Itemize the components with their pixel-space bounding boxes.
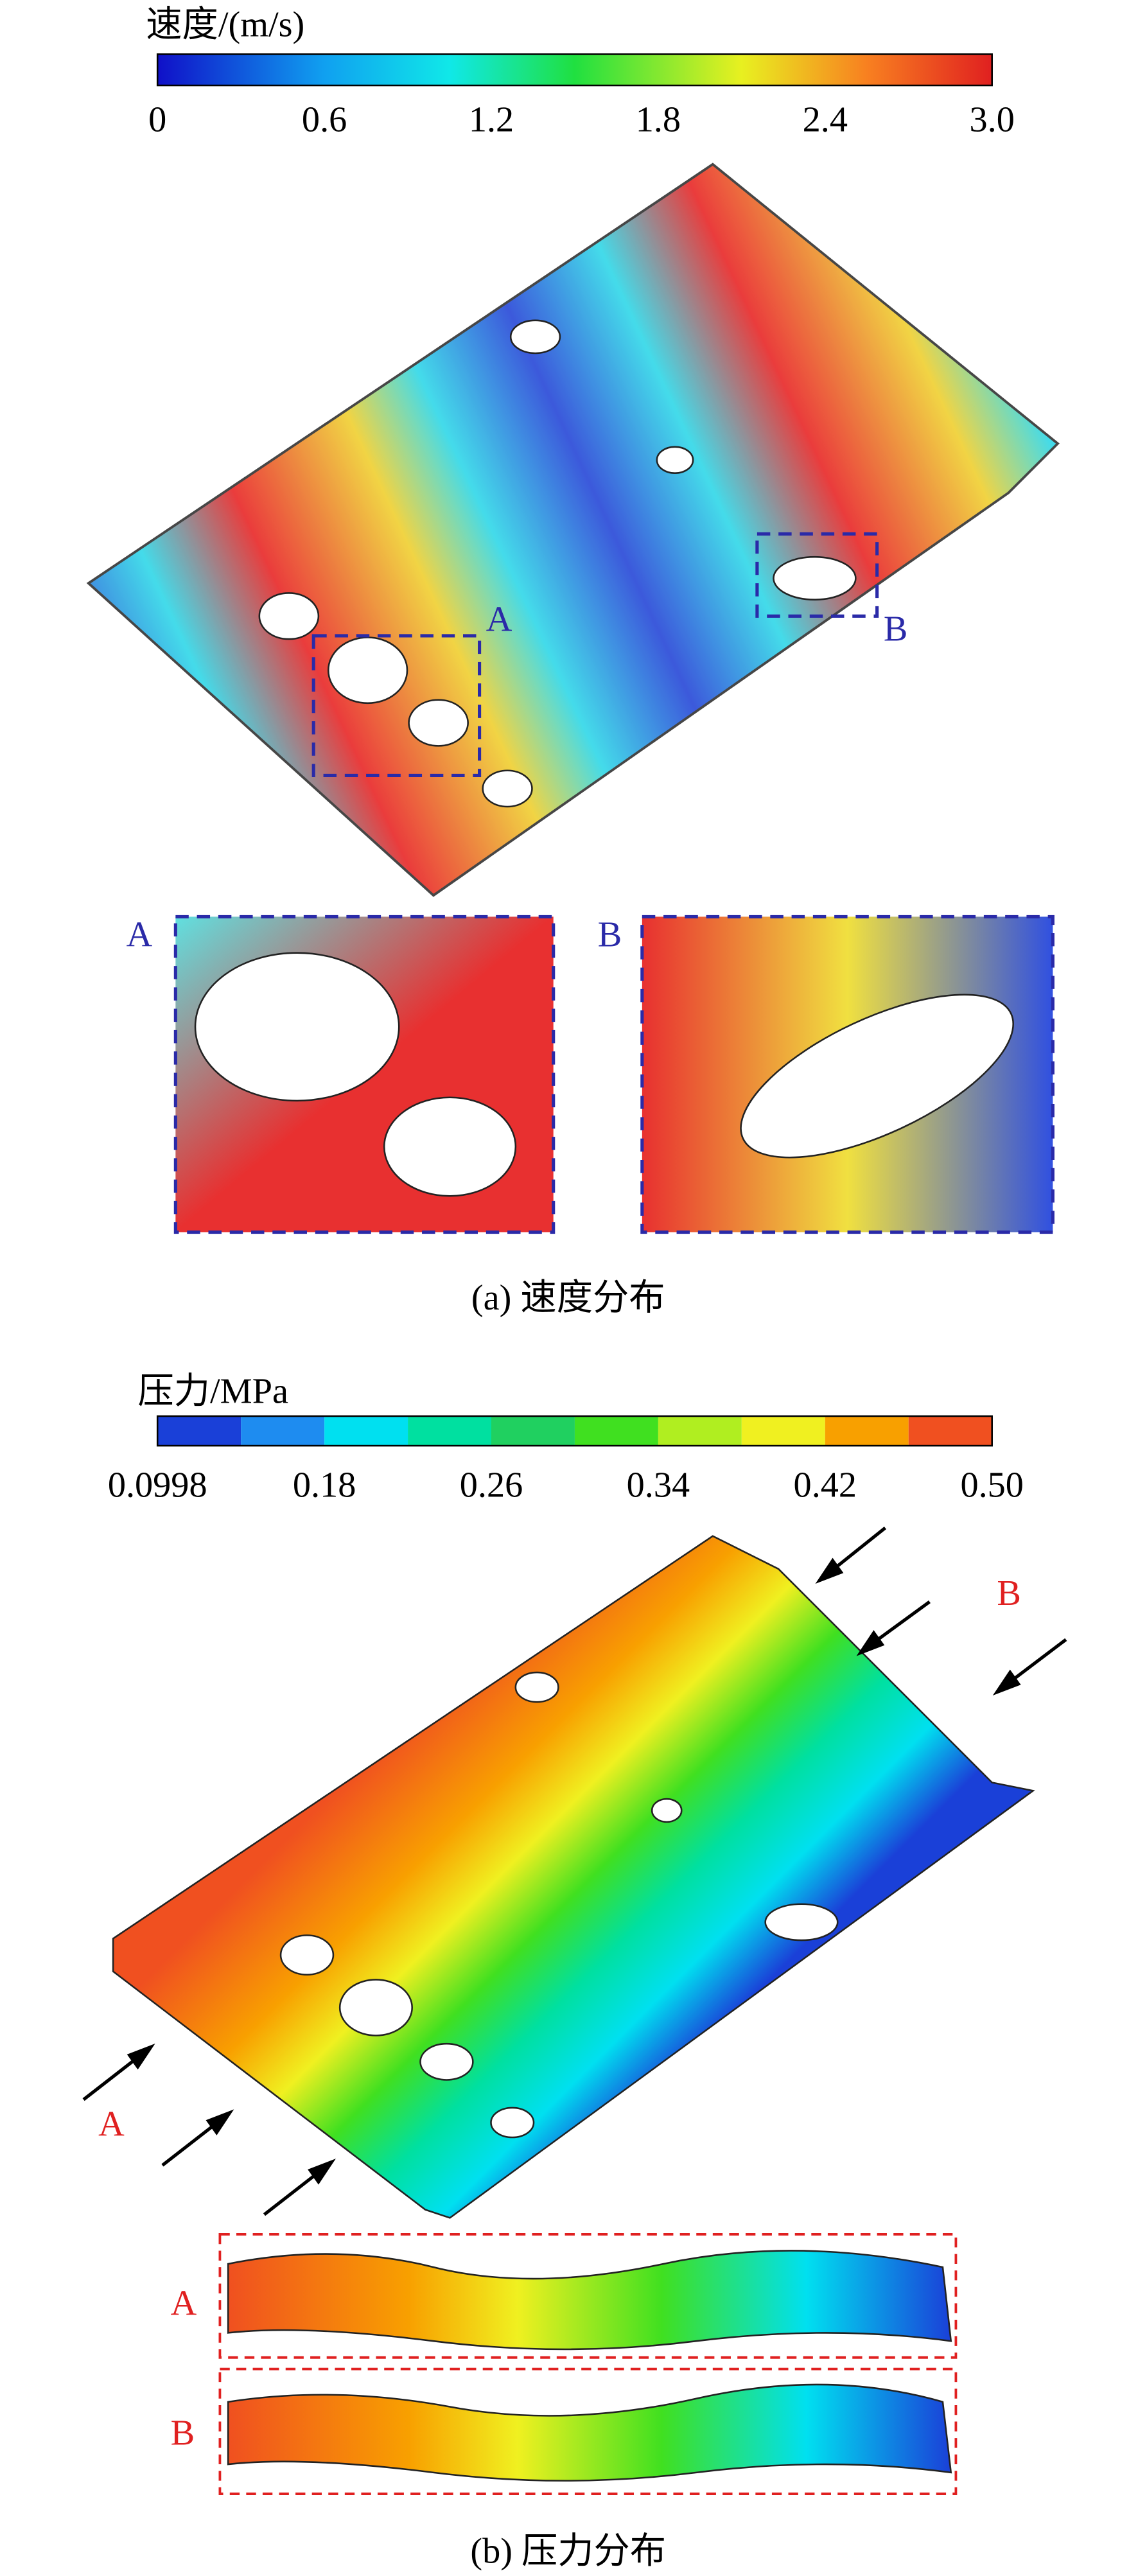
colorbar-tick-label: 0.6: [302, 100, 347, 140]
colorbar-tick-label: 0.34: [627, 1465, 690, 1505]
section-b: [227, 2383, 952, 2482]
holes: [279, 1671, 839, 2139]
inset-label: B: [171, 2413, 195, 2453]
colorbar-title: 压力/MPa: [138, 1372, 288, 1412]
pressure-plate: [112, 1535, 1035, 2219]
zoom-boxes: [311, 532, 879, 777]
marker: B: [884, 609, 908, 649]
colorbar-tick-label: 0.18: [293, 1465, 356, 1505]
colorbar-tick-label: 1.2: [469, 100, 514, 140]
colorbar-segment: [908, 1416, 992, 1446]
colorbar-segment: [408, 1416, 492, 1446]
colorbar-segment: [825, 1416, 909, 1446]
colorbar-segment: [741, 1416, 825, 1446]
holes: [258, 319, 857, 808]
section-a: [227, 2250, 952, 2351]
velocity-plate: [86, 162, 1060, 897]
colorbar-tick-label: 0.50: [960, 1465, 1023, 1505]
marker: A: [486, 599, 512, 639]
colorbar-tick-label: 2.4: [803, 100, 848, 140]
colorbar-tick-label: 0: [148, 100, 166, 140]
caption: (b) 压力分布: [470, 2532, 666, 2572]
colorbar-title: 速度/(m/s): [146, 4, 304, 44]
colorbar-tick-label: 1.8: [636, 100, 681, 140]
colorbar-segment: [241, 1416, 325, 1446]
marker: A: [98, 2104, 125, 2144]
colorbar-tick-label: 0.0998: [108, 1465, 207, 1505]
colorbar-tick-label: 0.26: [460, 1465, 523, 1505]
inset-label: A: [127, 915, 153, 954]
colorbar-segment: [658, 1416, 742, 1446]
colorbar-ticks: 0 0.6 1.2 1.8 2.4 3.0: [148, 100, 1015, 140]
inset-label: B: [598, 915, 622, 954]
colorbar-tick-label: 0.42: [794, 1465, 857, 1505]
colorbar-ticks: 0.0998 0.18 0.26 0.34 0.42 0.50: [108, 1465, 1024, 1505]
colorbar: [156, 53, 993, 87]
colorbar: [157, 1416, 992, 1446]
marker: B: [997, 1573, 1021, 1613]
arrows: [82, 1526, 1067, 2216]
caption: (a) 速度分布: [471, 1278, 665, 1318]
colorbar-segment: [157, 1416, 241, 1446]
colorbar-segment: [574, 1416, 658, 1446]
colorbar-tick-label: 3.0: [970, 100, 1015, 140]
colorbar-segment: [491, 1416, 575, 1446]
inset-label: A: [171, 2283, 197, 2323]
colorbar-segment: [324, 1416, 408, 1446]
